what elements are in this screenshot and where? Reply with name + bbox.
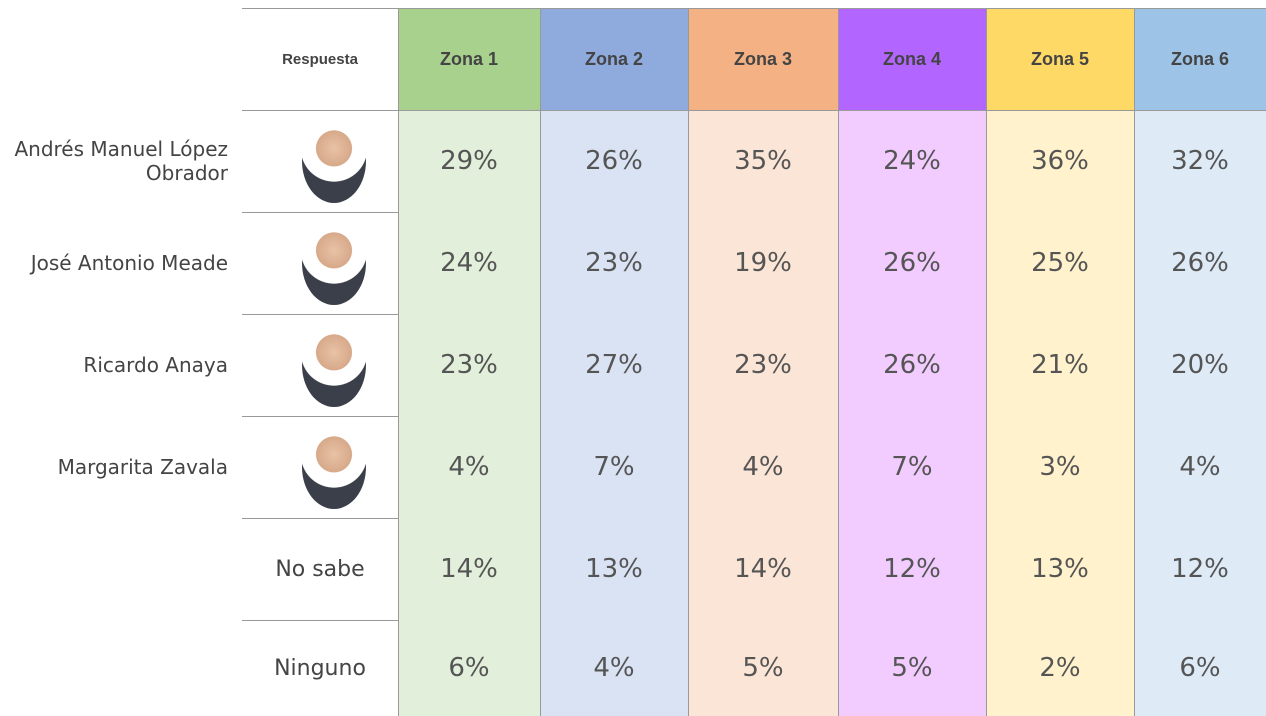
zone-header: Zona 6 [1134,8,1266,110]
zone-header: Zona 1 [398,8,540,110]
column-line [398,8,399,716]
value-cell: 7% [838,416,986,518]
value-cell: 20% [1134,314,1266,416]
column-line [540,8,541,716]
value-cell: 4% [1134,416,1266,518]
value-cell: 21% [986,314,1134,416]
value-cell: 35% [688,110,838,212]
zone-header: Zona 2 [540,8,688,110]
value-cell: 12% [838,518,986,620]
value-cell: 5% [838,620,986,716]
zone-header: Zona 4 [838,8,986,110]
value-cell: 27% [540,314,688,416]
value-cell: 24% [838,110,986,212]
zone-header: Zona 5 [986,8,1134,110]
candidate-name: José Antonio Meade [30,251,228,275]
candidate-name: Ricardo Anaya [83,353,228,377]
value-cell: 13% [986,518,1134,620]
answer-header: Respuesta [282,50,358,68]
answer-name: Ninguno [274,655,366,681]
value-cell: 3% [986,416,1134,518]
value-cell: 24% [398,212,540,314]
value-cell: 23% [398,314,540,416]
value-cell: 13% [540,518,688,620]
value-cell: 29% [398,110,540,212]
row-line [242,110,1266,111]
answer-name: No sabe [275,556,365,582]
column-line [986,8,987,716]
candidate-photo [302,119,366,203]
column-line [688,8,689,716]
value-cell: 32% [1134,110,1266,212]
column-line [838,8,839,716]
value-cell: 6% [1134,620,1266,716]
column-line [1134,8,1135,716]
value-cell: 2% [986,620,1134,716]
value-cell: 4% [688,416,838,518]
value-cell: 23% [540,212,688,314]
value-cell: 5% [688,620,838,716]
value-cell: 26% [1134,212,1266,314]
candidate-photo [302,323,366,407]
value-cell: 36% [986,110,1134,212]
value-cell: 12% [1134,518,1266,620]
candidate-photo [302,221,366,305]
value-cell: 26% [838,212,986,314]
value-cell: 7% [540,416,688,518]
value-cell: 26% [540,110,688,212]
value-cell: 23% [688,314,838,416]
value-cell: 4% [398,416,540,518]
value-cell: 25% [986,212,1134,314]
candidate-name: Andrés Manuel López Obrador [14,137,228,185]
value-cell: 4% [540,620,688,716]
candidate-photo [302,425,366,509]
value-cell: 14% [398,518,540,620]
value-cell: 19% [688,212,838,314]
candidate-name: Margarita Zavala [57,455,228,479]
value-cell: 14% [688,518,838,620]
value-cell: 6% [398,620,540,716]
zone-header: Zona 3 [688,8,838,110]
value-cell: 26% [838,314,986,416]
row-line [242,8,1266,9]
